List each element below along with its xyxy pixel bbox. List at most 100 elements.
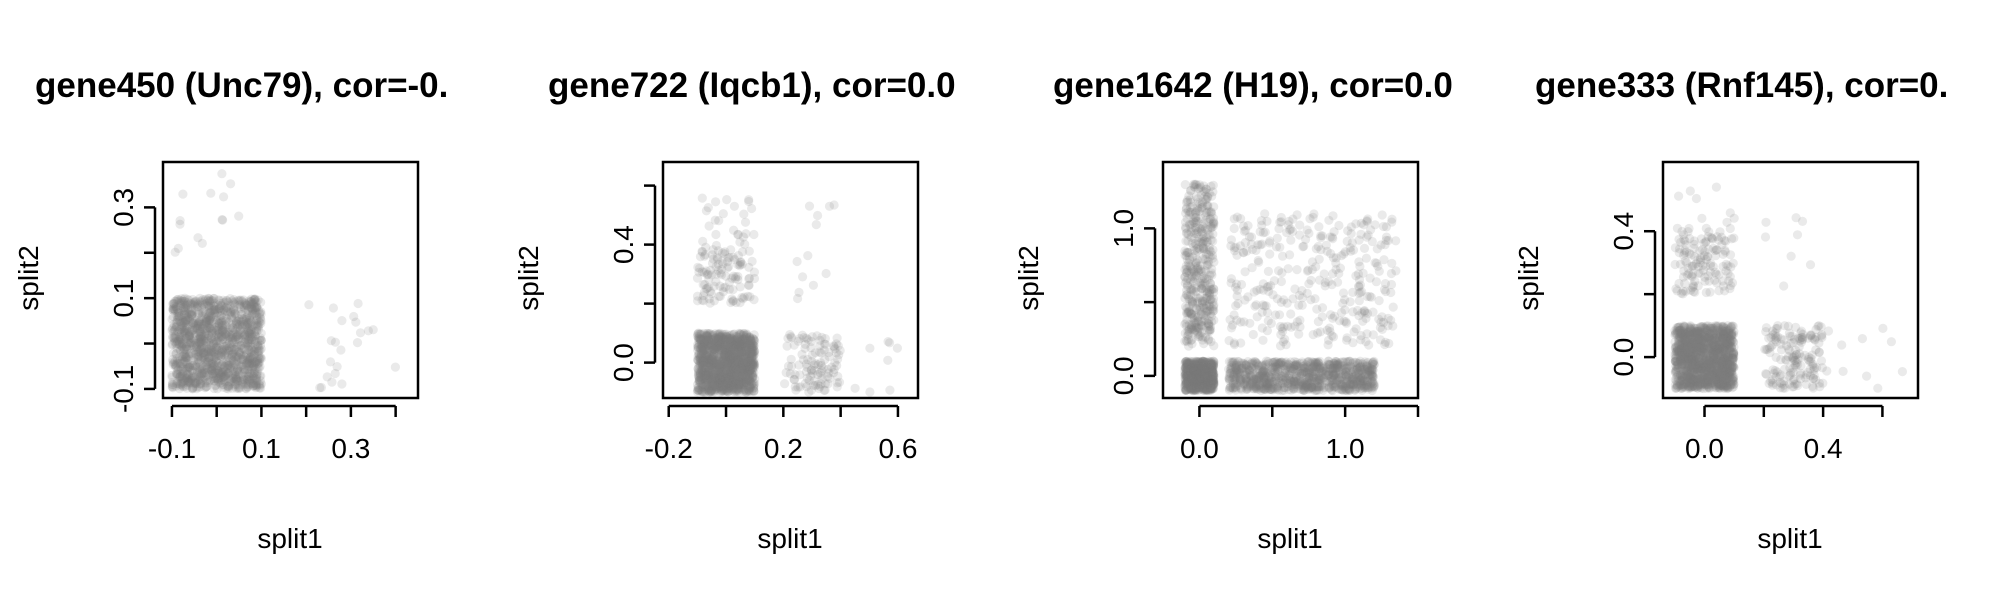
data-point (209, 354, 219, 364)
data-point (209, 361, 219, 372)
data-point (244, 323, 254, 333)
data-point (199, 368, 210, 378)
data-point (231, 332, 241, 342)
data-point (202, 318, 212, 328)
data-point (202, 371, 212, 381)
data-point (328, 303, 338, 313)
data-point (218, 320, 228, 330)
data-point (202, 342, 212, 352)
data-point (173, 358, 183, 368)
data-point (227, 325, 238, 335)
data-point (177, 354, 187, 364)
data-point (177, 369, 188, 379)
data-point (810, 348, 820, 358)
data-point (832, 378, 843, 388)
data-point (228, 355, 238, 365)
data-point (223, 363, 233, 374)
data-point (169, 319, 179, 329)
data-point (176, 294, 186, 304)
data-point (169, 299, 179, 309)
data-point (207, 351, 217, 361)
data-point (190, 338, 200, 348)
data-point (793, 382, 803, 392)
data-point (175, 366, 185, 376)
data-point (355, 328, 366, 338)
data-point (740, 217, 751, 227)
data-point (213, 323, 223, 334)
data-point (175, 374, 185, 384)
data-point (167, 381, 178, 391)
x-axis-title: split1 (257, 523, 322, 554)
data-point (1188, 284, 1198, 294)
data-point (167, 377, 178, 388)
data-point (208, 296, 218, 306)
data-point (724, 334, 735, 344)
data-point (1199, 339, 1209, 349)
data-point (248, 372, 259, 382)
data-point (241, 300, 251, 310)
data-point (181, 333, 191, 343)
data-point (204, 323, 215, 333)
data-point (200, 306, 210, 316)
data-point (244, 335, 254, 345)
data-point (181, 365, 191, 375)
data-point (171, 349, 181, 359)
data-point (245, 302, 255, 312)
data-point (217, 325, 227, 336)
x-tick-label: -0.2 (645, 433, 693, 464)
data-point (195, 370, 205, 380)
data-point (785, 369, 796, 379)
data-point (1205, 359, 1215, 369)
data-point (169, 333, 179, 343)
x-axis: -0.1 0.1 0.3 (148, 404, 397, 464)
data-point (249, 346, 259, 356)
data-point (336, 345, 346, 355)
data-point (227, 336, 237, 346)
data-point (182, 309, 192, 319)
data-point (241, 321, 251, 331)
data-point (240, 367, 250, 377)
data-point (179, 325, 189, 335)
data-point (246, 326, 256, 336)
data-point (188, 318, 198, 328)
data-point (194, 305, 204, 315)
data-point (204, 315, 214, 325)
data-point (243, 338, 253, 348)
data-point (233, 313, 243, 323)
data-point (194, 315, 204, 325)
data-point (205, 346, 215, 356)
data-point (196, 337, 206, 347)
data-point (212, 372, 222, 382)
data-point (235, 300, 245, 310)
data-point (204, 319, 214, 329)
data-point (170, 247, 180, 257)
data-point (178, 362, 188, 372)
data-point (209, 383, 219, 394)
data-point (245, 361, 255, 371)
data-point (208, 369, 218, 379)
data-point (706, 288, 717, 299)
data-point (711, 197, 721, 207)
data-point (255, 353, 265, 364)
data-point (167, 372, 177, 382)
x-axis-title: split1 (1257, 523, 1322, 554)
data-point (195, 327, 205, 337)
data-point (180, 351, 190, 361)
data-point (236, 295, 246, 305)
data-point (219, 372, 229, 382)
data-point (240, 330, 250, 340)
data-point (205, 323, 215, 334)
data-point (712, 359, 723, 370)
data-point (390, 362, 400, 372)
data-point (184, 331, 194, 341)
data-point (217, 308, 227, 318)
data-point (235, 295, 245, 305)
data-point (209, 352, 219, 362)
data-point (193, 340, 203, 350)
data-point (729, 201, 740, 211)
panel-3: gene1642 (H19), cor=0.0 split1 split2 0.… (1013, 66, 1453, 554)
data-point (724, 262, 734, 272)
data-point (168, 312, 178, 322)
data-point (198, 299, 208, 309)
x-tick-label: 0.6 (878, 433, 917, 464)
